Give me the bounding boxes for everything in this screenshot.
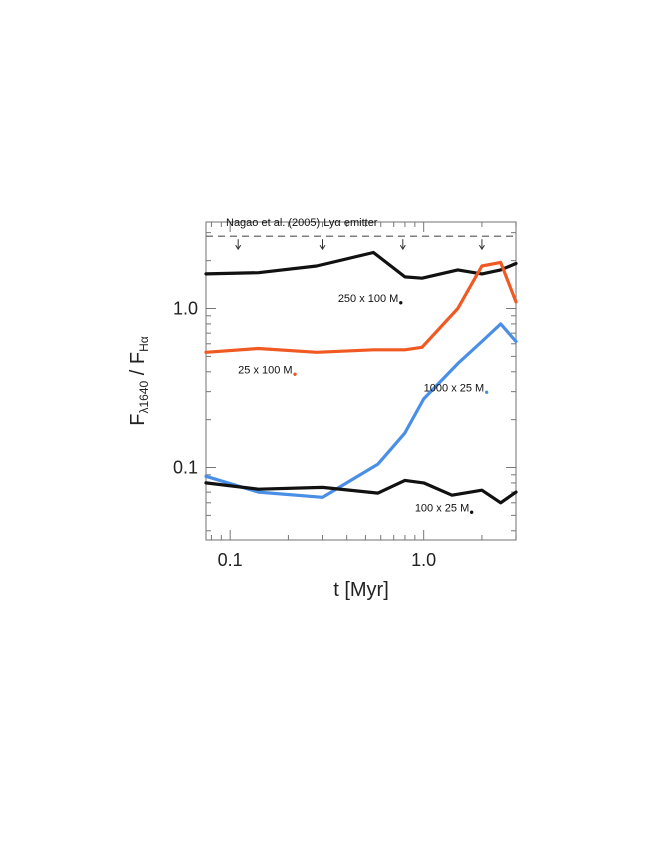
series-label-2: 25 x 100 M● (238, 365, 297, 379)
upper-limit-arrowhead (319, 244, 326, 251)
x-axis-label: t [Myr] (333, 579, 389, 601)
axis-ticks (206, 222, 517, 540)
upper-limit-arrowhead (235, 244, 242, 251)
reference-line-label: Nagao et al. (2005) Lyα emitter (226, 217, 378, 229)
y-tick-label: 1.0 (173, 299, 198, 319)
series-label-1: 250 x 100 M● (338, 293, 404, 307)
series-line-3 (204, 322, 518, 499)
plot-frame (205, 221, 517, 541)
y-label-f2: F (127, 352, 149, 364)
upper-limit-arrowhead (479, 244, 485, 251)
solar-mass-symbol: ● (398, 298, 403, 307)
y-label-f1: F (127, 413, 149, 425)
series-line-2 (204, 260, 518, 354)
upper-limit-arrowhead (399, 244, 406, 251)
reference-line-group: Nagao et al. (2005) Lyα emitter (206, 217, 516, 251)
tick-labels: 0.1 1.0 0.1 1.0 (173, 299, 436, 570)
series-label-4: 100 x 25 M● (415, 502, 474, 516)
x-tick-label: 0.1 (218, 550, 243, 570)
solar-mass-symbol: ● (469, 507, 474, 516)
y-axis-label: Fλ1640 / FHα (127, 336, 151, 425)
series-labels: 250 x 100 M● 25 x 100 M● 1000 x 25 M● 100 x… (238, 293, 489, 516)
series-lines (204, 250, 518, 505)
series-line-4 (204, 478, 518, 505)
y-label-sub2: Hα (137, 336, 151, 352)
series-label-3: 1000 x 25 M● (424, 383, 490, 397)
x-tick-label: 1.0 (411, 550, 436, 570)
y-label-sub1: λ1640 (137, 380, 151, 413)
solar-mass-symbol: ● (293, 370, 298, 379)
solar-mass-symbol: ● (484, 388, 489, 397)
series-line-1 (204, 250, 518, 280)
y-label-separator: / (127, 364, 149, 381)
y-tick-label: 0.1 (173, 458, 198, 478)
